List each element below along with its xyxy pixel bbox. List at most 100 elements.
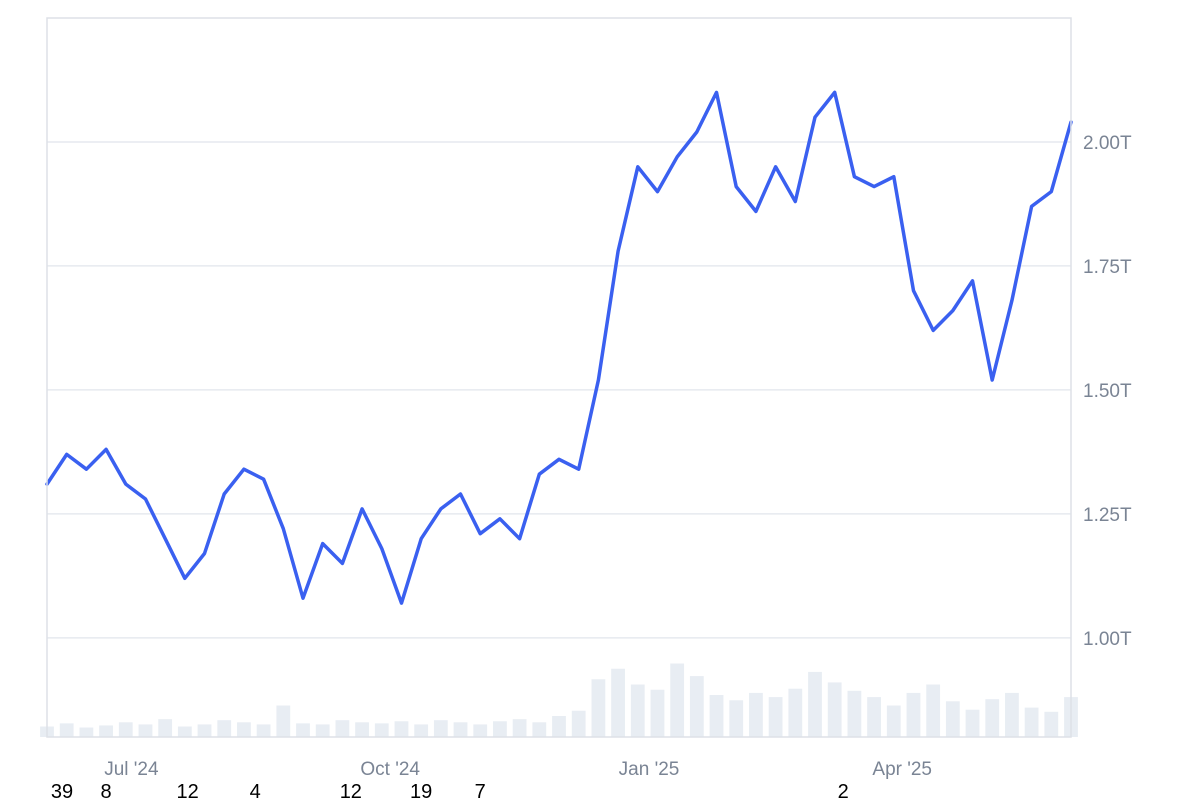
- volume-bar-25: [532, 722, 547, 737]
- volume-bar-4: [118, 722, 133, 737]
- volume-bar-27: [571, 710, 586, 737]
- data-point-27: [578, 468, 580, 470]
- data-point-45: [932, 329, 934, 331]
- volume-bar-51: [1044, 711, 1059, 737]
- volume-bar-41: [847, 690, 862, 737]
- volume-bar-5: [138, 724, 153, 737]
- data-point-25: [538, 473, 540, 475]
- data-point-42: [873, 186, 875, 188]
- data-point-17: [381, 548, 383, 550]
- volume-bar-9: [217, 720, 232, 737]
- volume-bar-36: [749, 692, 763, 737]
- volume-bar-3: [99, 725, 113, 737]
- data-point-26: [558, 458, 560, 460]
- data-point-19: [420, 538, 422, 540]
- volume-bar-7: [177, 726, 192, 737]
- data-point-11: [263, 478, 265, 480]
- data-point-50: [1031, 205, 1033, 207]
- data-point-6: [164, 538, 166, 540]
- y-tick-label-4: 2.00T: [1083, 133, 1132, 154]
- volume-bar-40: [827, 682, 842, 737]
- data-point-41: [853, 176, 855, 178]
- volume-bar-2: [79, 727, 94, 737]
- volume-bar-16: [355, 722, 369, 737]
- x-axis-ticks: Jul '24 Oct '24 Jan '25 Apr '25: [104, 759, 932, 780]
- data-point-9: [223, 493, 225, 495]
- grid-layer: [47, 141, 1071, 639]
- volume-bar-35: [729, 700, 744, 737]
- data-point-12: [282, 528, 284, 530]
- volume-bar-14: [315, 724, 330, 737]
- volume-bar-42: [867, 697, 881, 737]
- volume-bar-31: [650, 689, 665, 737]
- data-point-31: [656, 191, 658, 193]
- data-point-23: [499, 518, 501, 520]
- data-point-13: [302, 597, 304, 599]
- volume-bar-13: [296, 723, 310, 737]
- data-point-37: [775, 166, 777, 168]
- volume-bar-18: [394, 721, 409, 737]
- volume-bar-33: [689, 676, 704, 737]
- data-point-32: [676, 156, 678, 158]
- volume-bar-6: [158, 719, 173, 737]
- y-tick-label-1: 1.25T: [1083, 505, 1132, 526]
- volume-bar-48: [985, 699, 1000, 737]
- y-tick-label-2: 1.50T: [1083, 381, 1132, 402]
- volume-bar-17: [374, 723, 389, 737]
- data-point-34: [716, 91, 718, 93]
- volume-bar-47: [965, 709, 980, 737]
- data-point-51: [1050, 191, 1052, 193]
- data-point-49: [1011, 300, 1013, 302]
- volume-bar-29: [611, 668, 625, 737]
- volume-bar-8: [197, 724, 212, 737]
- bottom-label-7: 2: [838, 781, 849, 800]
- x-tick-label-3: Apr '25: [872, 759, 932, 780]
- data-point-36: [755, 210, 757, 212]
- data-point-7: [184, 577, 186, 579]
- frame-layer: [46, 17, 1072, 738]
- x-tick-label-2: Jan '25: [619, 759, 680, 780]
- volume-bar-23: [493, 721, 507, 737]
- bottom-label-3: 4: [250, 781, 261, 800]
- data-point-1: [66, 453, 68, 455]
- volume-bar-20: [433, 720, 448, 737]
- data-point-18: [400, 602, 402, 604]
- data-point-4: [125, 483, 127, 485]
- data-point-46: [952, 310, 954, 312]
- volume-bar-19: [414, 724, 429, 737]
- volume-bar-21: [453, 722, 468, 737]
- data-point-35: [735, 186, 737, 188]
- volume-bar-28: [591, 679, 606, 737]
- bottom-label-5: 19: [410, 781, 432, 800]
- data-point-14: [322, 543, 324, 545]
- volume-bar-15: [335, 720, 350, 737]
- data-point-48: [991, 379, 993, 381]
- volume-bar-49: [1005, 692, 1019, 737]
- volume-bar-32: [670, 663, 685, 737]
- x-tick-label-0: Jul '24: [104, 759, 159, 780]
- data-point-21: [460, 493, 462, 495]
- data-point-43: [893, 176, 895, 178]
- data-point-38: [794, 200, 796, 202]
- volume-bar-10: [237, 722, 251, 737]
- volume-bar-11: [256, 724, 271, 737]
- line-layer: [45, 90, 1073, 605]
- data-point-16: [361, 508, 363, 510]
- bottom-label-6: 7: [475, 781, 486, 800]
- volume-bar-45: [926, 684, 941, 737]
- data-point-15: [341, 562, 343, 564]
- data-point-28: [597, 379, 599, 381]
- data-point-24: [519, 538, 521, 540]
- data-point-29: [617, 250, 619, 252]
- volume-bar-39: [808, 671, 822, 737]
- volume-bar-26: [552, 716, 566, 737]
- y-axis-ticks: 1.00T 1.25T 1.50T 1.75T 2.00T: [1083, 133, 1132, 650]
- volume-bar-34: [709, 695, 724, 737]
- data-point-40: [834, 91, 836, 93]
- volume-bar-50: [1024, 707, 1039, 737]
- data-point-33: [696, 131, 698, 133]
- bottom-label-0: 39: [51, 781, 73, 800]
- volume-bar-22: [473, 724, 488, 737]
- data-point-20: [440, 508, 442, 510]
- data-point-3: [105, 448, 107, 450]
